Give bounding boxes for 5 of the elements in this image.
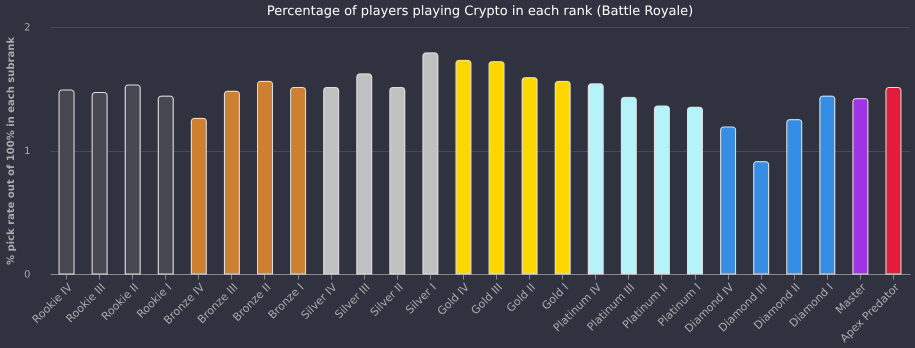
y-tick-label: 2 [24,22,30,34]
y-tick-label: 0 [24,270,30,280]
y-axis-title: % pick rate out of 100% in each subrank [6,36,18,265]
y-tick-label: 1 [24,146,30,157]
chart-title: Percentage of players playing Crypto in each rank (Battle Royale) [266,4,694,19]
